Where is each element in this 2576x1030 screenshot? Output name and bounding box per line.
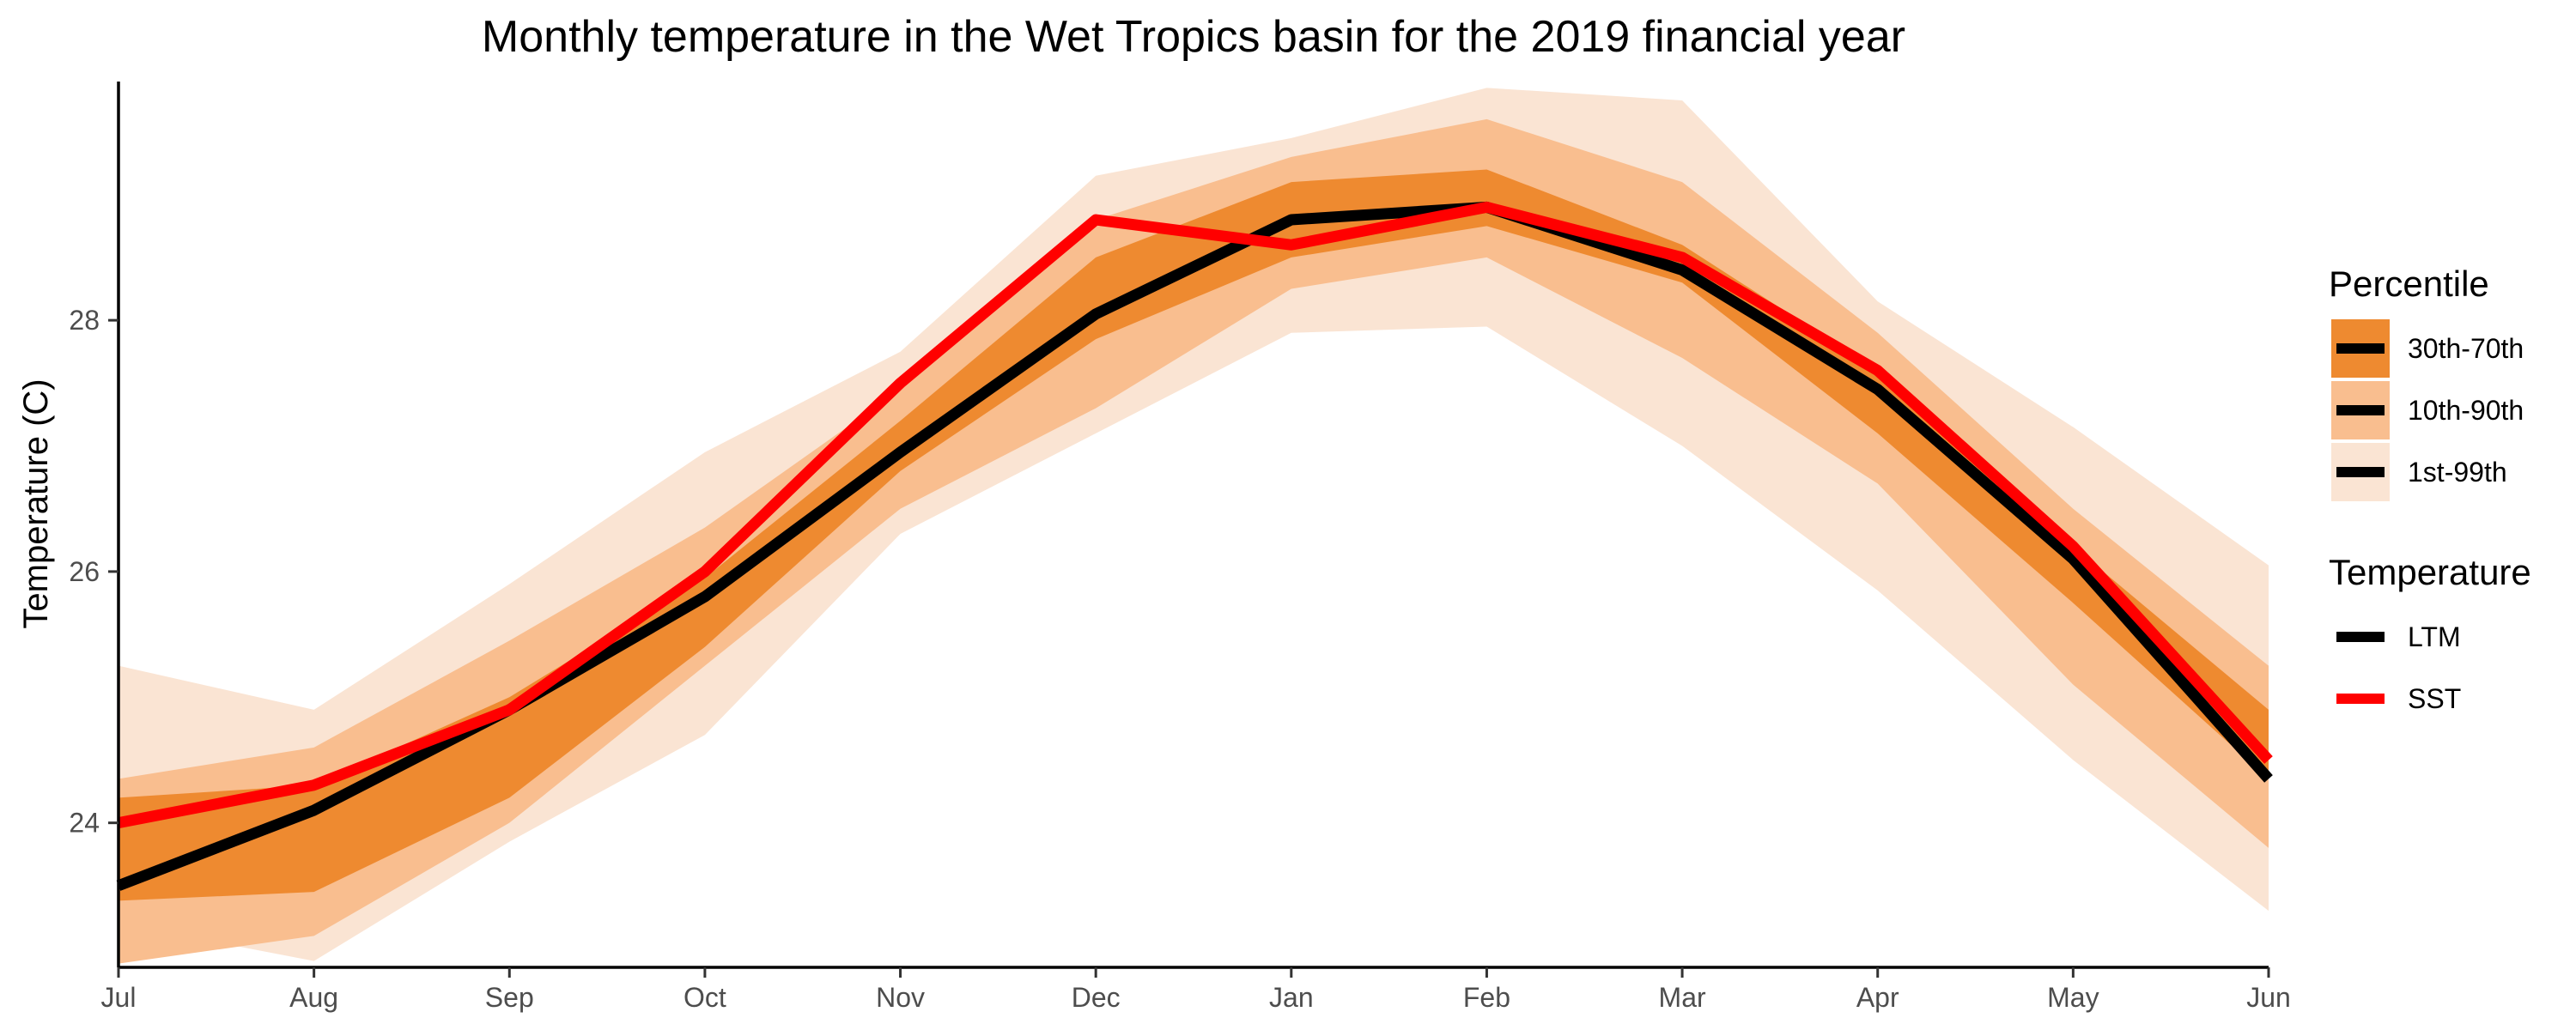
y-axis-title: Temperature (C) bbox=[17, 379, 55, 628]
x-tick-label: Apr bbox=[1856, 982, 1899, 1013]
temperature-lines bbox=[116, 201, 2273, 891]
y-tick-label: 28 bbox=[69, 305, 100, 336]
band-30th-70th bbox=[118, 169, 2269, 901]
axes: 24 26 28 Jul Aug Sep Oct Nov Dec Jan Feb Mar Apr May J… bbox=[69, 82, 2291, 1013]
chart-title: Monthly temperature in the Wet Tropics b… bbox=[482, 12, 1905, 62]
x-tick-label: Jul bbox=[101, 982, 137, 1013]
legend-title-temperature: Temperature bbox=[2329, 552, 2531, 592]
x-tick-label: Jun bbox=[2246, 982, 2291, 1013]
band-10th-90th bbox=[118, 118, 2269, 964]
x-tick-label: Oct bbox=[683, 982, 726, 1013]
x-tick-label: Feb bbox=[1463, 982, 1510, 1013]
x-tick-label: Aug bbox=[289, 982, 338, 1013]
y-tick-label: 26 bbox=[69, 556, 100, 587]
x-tick-label: May bbox=[2047, 982, 2099, 1013]
legend-title-percentile: Percentile bbox=[2329, 264, 2489, 304]
x-tick-label: Mar bbox=[1659, 982, 1706, 1013]
y-tick-label: 24 bbox=[69, 808, 100, 839]
x-tick-label: Jan bbox=[1269, 982, 1314, 1013]
x-tick-label: Sep bbox=[485, 982, 534, 1013]
x-tick-label: Nov bbox=[876, 982, 925, 1013]
legend-label-10th-90th: 10th-90th bbox=[2408, 395, 2524, 426]
legend-label-30th-70th: 30th-70th bbox=[2408, 333, 2524, 364]
x-tick-label: Dec bbox=[1072, 982, 1121, 1013]
percentile-bands bbox=[118, 88, 2269, 964]
series-line-sst bbox=[117, 201, 2273, 829]
legend-label-1st-99th: 1st-99th bbox=[2408, 457, 2507, 488]
legend-label-sst: SST bbox=[2408, 683, 2461, 714]
legend: Percentile 30th-70th 10th-90th 1st-99th Temp… bbox=[2329, 264, 2531, 714]
legend-label-ltm: LTM bbox=[2408, 621, 2461, 652]
